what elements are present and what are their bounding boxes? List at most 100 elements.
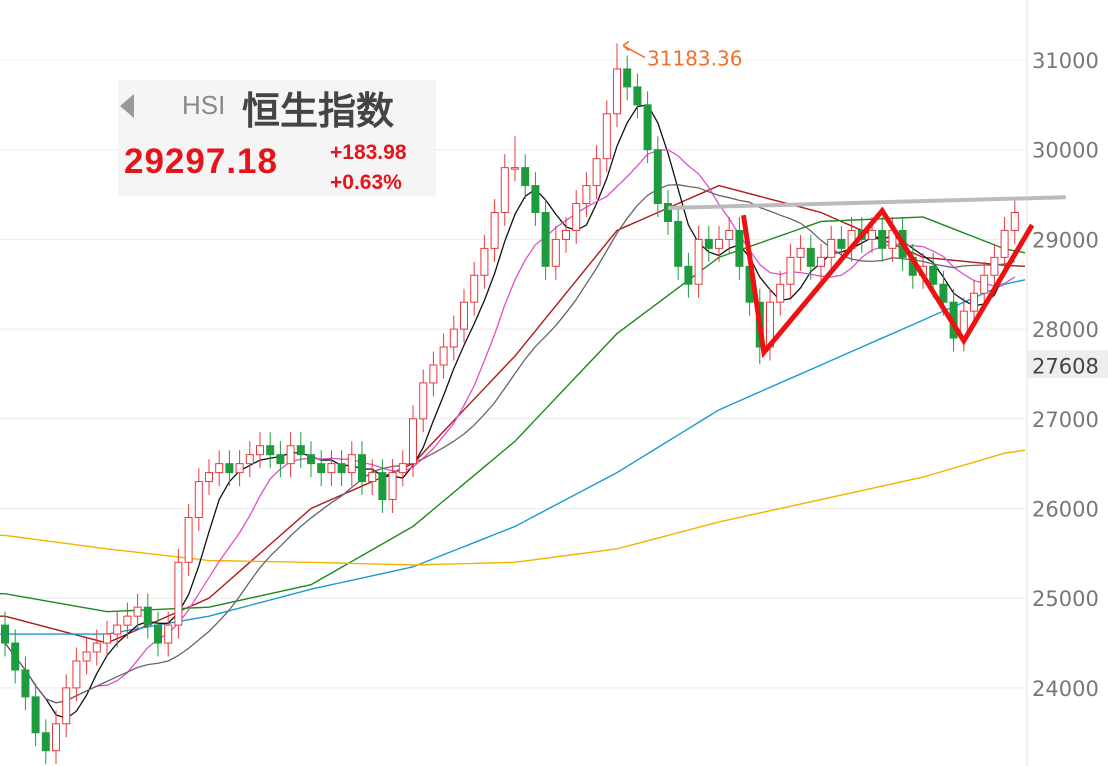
candle-body	[133, 606, 142, 617]
candle	[878, 216, 887, 262]
candle-body	[613, 68, 621, 115]
candle-body	[1, 624, 9, 644]
candle-body	[868, 229, 876, 240]
candle-body	[531, 185, 540, 213]
y-tick-label: 29000	[1032, 228, 1099, 252]
candle-body	[500, 167, 509, 213]
candle-body	[429, 364, 438, 384]
w-bottom-annotation	[741, 206, 1035, 359]
candle	[256, 432, 264, 469]
candle-body	[11, 642, 20, 671]
candle-body	[256, 445, 264, 456]
candle	[41, 719, 50, 765]
current-price: 29297.18	[124, 142, 278, 181]
candle-body	[633, 86, 642, 106]
candle-body	[1000, 229, 1009, 258]
candle-body	[164, 624, 173, 644]
candle	[429, 351, 438, 397]
candle	[72, 647, 81, 702]
candle	[470, 261, 479, 316]
y-tick-label: 31000	[1032, 49, 1099, 73]
candle	[317, 450, 326, 487]
candle	[21, 656, 30, 711]
candle-body	[286, 445, 295, 465]
y-tick-label: 26000	[1032, 498, 1099, 522]
candle-body	[837, 238, 846, 249]
candle	[113, 611, 122, 648]
candle	[551, 225, 560, 280]
candle	[480, 234, 489, 289]
candle	[521, 154, 530, 200]
candle-body	[92, 642, 101, 653]
candle	[194, 468, 203, 531]
candle-body	[52, 723, 60, 752]
candle-body	[725, 229, 734, 240]
y-tick-label: 24000	[1032, 677, 1099, 701]
index-code: HSI	[182, 90, 226, 120]
candle	[123, 602, 132, 639]
candle	[786, 243, 795, 298]
candle	[11, 629, 20, 684]
candle-body	[643, 104, 652, 151]
candle	[735, 216, 744, 280]
candle	[103, 620, 111, 657]
candle	[62, 674, 71, 738]
candle-body	[1010, 211, 1019, 231]
candle	[398, 450, 407, 487]
change-value: +183.98	[330, 141, 407, 164]
candle-body	[41, 732, 50, 752]
candle	[970, 279, 978, 325]
candle	[776, 270, 785, 316]
candle	[674, 208, 683, 280]
ma30-line	[0, 184, 1026, 644]
candle	[817, 243, 825, 280]
ma120-line	[0, 279, 1026, 635]
candle-body	[143, 606, 152, 626]
y-tick-label: 30000	[1032, 139, 1099, 163]
candle	[1000, 216, 1009, 271]
candle	[511, 136, 519, 182]
candle	[704, 225, 713, 262]
candle-body	[572, 203, 581, 231]
candle	[174, 548, 183, 639]
candle	[82, 638, 91, 675]
price-marker-bg	[1028, 350, 1108, 379]
candle	[215, 450, 224, 487]
candle-body	[806, 247, 815, 267]
candle	[633, 73, 642, 119]
candle-body	[205, 472, 213, 483]
candle	[296, 432, 305, 469]
candle-body	[602, 113, 611, 160]
candle-body	[347, 454, 356, 474]
candle-body	[296, 445, 305, 456]
triangle-left-icon[interactable]	[120, 94, 134, 118]
peak-label: 31183.36	[647, 47, 742, 71]
candle	[613, 43, 621, 128]
candle-body	[368, 472, 377, 483]
candle-body	[194, 481, 203, 518]
candle-body	[245, 454, 254, 465]
candle-body	[123, 615, 132, 626]
candle	[694, 225, 703, 298]
candle-body	[480, 247, 489, 276]
change-percent: +0.63%	[330, 171, 402, 194]
candle-body	[378, 472, 387, 501]
candle-body	[664, 203, 672, 222]
candle-body	[174, 561, 183, 626]
candle	[500, 154, 509, 226]
candle-body	[409, 418, 417, 465]
candle	[592, 145, 601, 200]
candle	[154, 611, 162, 657]
candle-body	[776, 283, 785, 303]
candle	[643, 91, 652, 164]
candle-body	[215, 463, 224, 474]
candle-body	[541, 211, 550, 267]
candle-body	[582, 185, 591, 205]
candle	[31, 683, 40, 747]
ma250-line	[0, 449, 1026, 566]
candle	[205, 459, 213, 496]
candle-body	[490, 211, 499, 249]
ma10-line	[4, 149, 1016, 704]
